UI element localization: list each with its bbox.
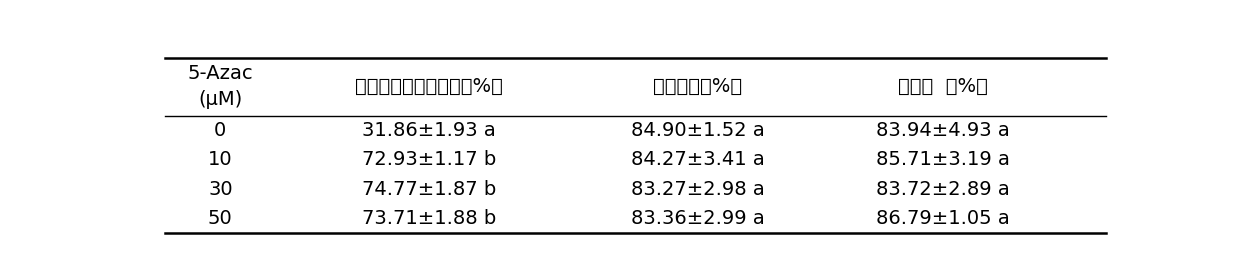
Text: 31.86±1.93 a: 31.86±1.93 a [362, 121, 496, 140]
Text: 83.36±2.99 a: 83.36±2.99 a [631, 209, 765, 228]
Text: 30: 30 [208, 179, 233, 199]
Text: 73.71±1.88 b: 73.71±1.88 b [362, 209, 496, 228]
Text: 74.77±1.87 b: 74.77±1.87 b [362, 179, 496, 199]
Text: 83.72±2.89 a: 83.72±2.89 a [877, 179, 1009, 199]
Text: 84.90±1.52 a: 84.90±1.52 a [631, 121, 765, 140]
Text: 83.27±2.98 a: 83.27±2.98 a [631, 179, 765, 199]
Text: 50: 50 [208, 209, 233, 228]
Text: 84.27±3.41 a: 84.27±3.41 a [631, 150, 765, 169]
Text: 10: 10 [208, 150, 233, 169]
Text: 72.93±1.17 b: 72.93±1.17 b [362, 150, 496, 169]
Text: 86.79±1.05 a: 86.79±1.05 a [877, 209, 1009, 228]
Text: 83.94±4.93 a: 83.94±4.93 a [877, 121, 1009, 140]
Text: 5-Azac: 5-Azac [187, 64, 253, 83]
Text: 0: 0 [215, 121, 227, 140]
Text: 生根率  （%）: 生根率 （%） [898, 77, 988, 96]
Text: (μM): (μM) [198, 91, 243, 109]
Text: 芽伸长率（%）: 芽伸长率（%） [653, 77, 743, 96]
Text: 85.71±3.19 a: 85.71±3.19 a [877, 150, 1009, 169]
Text: 抗性丛生芽诱导效率（%）: 抗性丛生芽诱导效率（%） [355, 77, 503, 96]
